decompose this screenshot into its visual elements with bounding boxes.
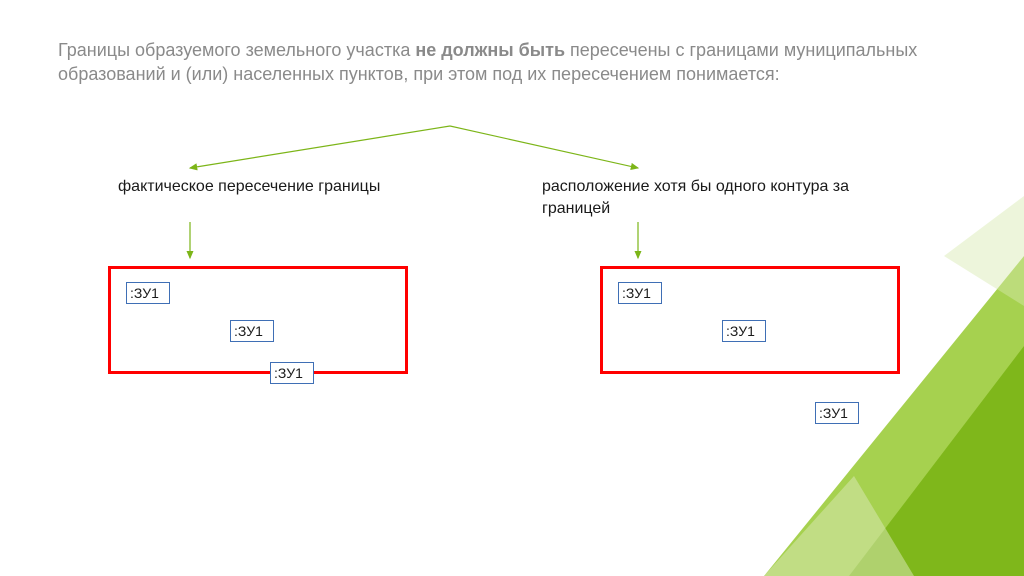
left-box-1: :ЗУ1 xyxy=(126,282,170,304)
branch-right-label: расположение хотя бы одного контура за г… xyxy=(542,176,902,219)
right-box-2: :ЗУ1 xyxy=(722,320,766,342)
arrow-top-right xyxy=(450,126,638,168)
left-box-3: :ЗУ1 xyxy=(270,362,314,384)
right-box-1: :ЗУ1 xyxy=(618,282,662,304)
left-box-2: :ЗУ1 xyxy=(230,320,274,342)
branch-left-label: фактическое пересечение границы xyxy=(118,176,418,198)
slide: Границы образуемого земельного участка н… xyxy=(0,0,1024,576)
arrow-top-left xyxy=(190,126,450,168)
right-box-3: :ЗУ1 xyxy=(815,402,859,424)
